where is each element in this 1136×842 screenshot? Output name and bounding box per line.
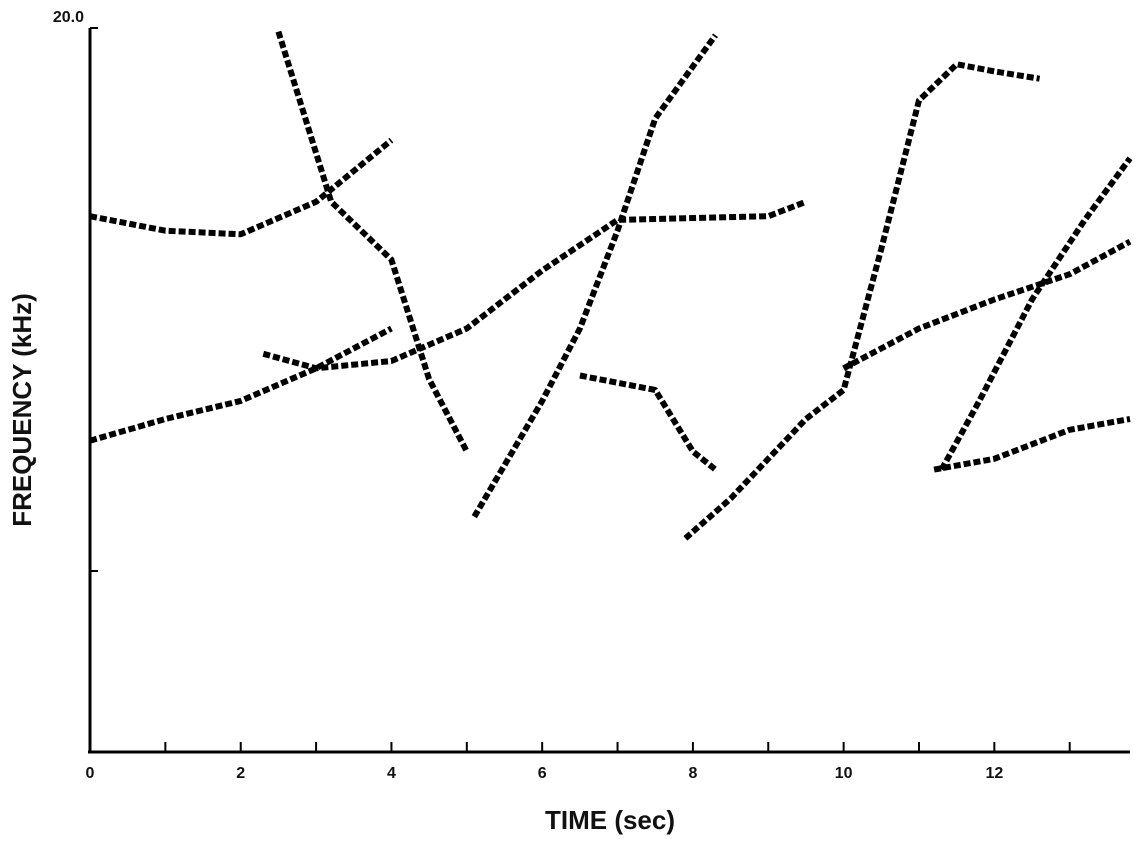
whistle-contour bbox=[579, 372, 718, 472]
x-tick-label: 12 bbox=[985, 765, 1003, 782]
y-tick-label: 20.0 bbox=[53, 9, 84, 26]
x-axis-label: TIME (sec) bbox=[545, 805, 675, 835]
whistle-contour bbox=[471, 33, 718, 519]
whistle-contour bbox=[842, 238, 1132, 371]
x-tick-label: 2 bbox=[236, 765, 245, 782]
whistle-contour bbox=[683, 61, 1041, 541]
whistle-contour bbox=[938, 156, 1133, 472]
x-tick-label: 10 bbox=[835, 765, 853, 782]
x-tick-label: 6 bbox=[538, 765, 547, 782]
whistle-contour bbox=[933, 416, 1131, 473]
x-tick-label: 4 bbox=[387, 765, 396, 782]
x-tick-label: 8 bbox=[688, 765, 697, 782]
x-tick-label: 0 bbox=[86, 765, 95, 782]
whistle-contour bbox=[89, 325, 393, 444]
whistle-contour bbox=[262, 198, 807, 372]
whistle-contour bbox=[275, 30, 470, 453]
y-axis-label: FREQUENCY (kHz) bbox=[7, 293, 37, 527]
whistle-contour bbox=[89, 137, 394, 238]
